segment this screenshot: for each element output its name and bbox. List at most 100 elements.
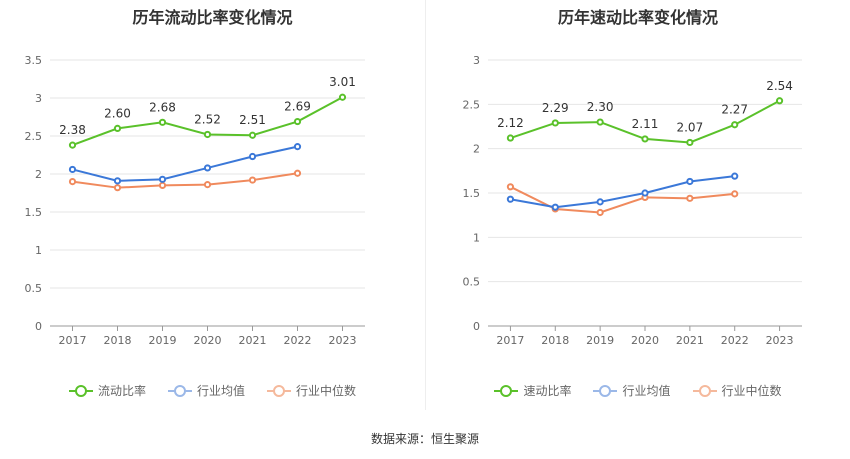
x-tick-label: 2020 [631,334,659,347]
y-tick-label: 2.5 [463,98,481,111]
y-tick-label: 1.5 [25,206,43,219]
data-label: 2.12 [497,116,524,130]
data-point[interactable] [731,121,739,129]
legend-item-quick-ratio[interactable]: 速动比率 [494,382,571,399]
x-tick-label: 2017 [496,334,524,347]
data-point[interactable] [293,143,302,151]
legend-line-icon [167,384,192,397]
data-point[interactable] [68,178,77,186]
legend-line-icon [593,384,618,397]
chart-title: 历年流动比率变化情况 [132,8,293,27]
data-label: 2.51 [239,113,266,127]
current-ratio-chart: 0 0.5 1 1.5 2 2.5 3 3.5 2017 2018 2019 2020 2021 2022… [25,54,365,347]
data-point[interactable] [596,208,604,217]
data-label: 3.01 [329,75,356,89]
data-point[interactable] [641,189,649,197]
data-point[interactable] [731,172,739,180]
data-point[interactable] [248,152,257,161]
data-label: 2.27 [721,103,748,117]
data-point[interactable] [551,119,559,127]
y-tick-label: 2 [473,143,480,156]
x-tick-label: 2018 [104,334,132,347]
x-tick-label: 2021 [239,334,267,347]
data-point[interactable] [686,177,694,186]
series-line [72,145,298,182]
data-point[interactable] [158,181,167,189]
data-point[interactable] [596,198,604,206]
data-source-note: 数据来源：恒生聚源 [370,432,479,446]
data-point[interactable] [113,184,122,192]
data-point[interactable] [506,134,515,142]
data-point[interactable] [113,124,122,132]
data-point[interactable] [203,130,212,139]
data-point[interactable] [203,181,212,189]
y-tick-label: 3 [473,54,480,67]
data-point[interactable] [68,141,77,149]
data-point[interactable] [686,138,694,147]
x-tick-label: 2021 [676,334,704,347]
y-tick-label: 1.5 [463,187,481,200]
data-point[interactable] [338,93,347,101]
data-point[interactable] [248,131,257,139]
data-point[interactable] [506,195,515,203]
data-point[interactable] [293,117,302,126]
y-tick-label: 1 [473,231,480,244]
data-point[interactable] [506,183,515,191]
legend-label: 行业均值 [622,384,671,398]
data-point[interactable] [686,194,694,202]
data-point[interactable] [203,164,212,172]
series-line [510,175,735,209]
legend-label: 行业均值 [196,384,245,398]
x-tick-label: 2017 [59,334,87,347]
data-point[interactable] [68,165,77,174]
legend-label: 行业中位数 [721,384,782,398]
chart-title: 历年速动比率变化情况 [557,8,718,27]
quick-ratio-chart: 0 0.5 1 1.5 2 2.5 3 2017 2018 2019 2020 2021 2022 202… [463,54,802,347]
data-label: 2.07 [676,120,703,134]
data-label: 2.11 [632,117,659,131]
chart-panel-current-ratio: 历年流动比率变化情况 0 0.5 1 1.5 2 2.5 3 3.5 2017 2018 2019 2… [0,0,425,410]
legend-label: 行业中位数 [296,384,357,398]
chart-panel-quick-ratio: 历年速动比率变化情况 0 0.5 1 1.5 2 2.5 3 2017 2018 2019 2020… [426,0,850,410]
data-point[interactable] [775,97,784,105]
data-point[interactable] [113,177,122,185]
data-point[interactable] [293,169,302,177]
x-tick-label: 2023 [766,334,794,347]
y-tick-label: 1 [35,244,42,257]
data-point[interactable] [158,175,167,183]
legend-item-industry-mean[interactable]: 行业均值 [593,382,671,399]
legend-line-icon [267,384,291,397]
data-point[interactable] [248,176,257,184]
legend-item-current-ratio[interactable]: 流动比率 [68,382,146,399]
x-tick-label: 2019 [149,334,177,347]
legend-line-icon [692,384,717,397]
x-tick-label: 2022 [284,334,312,347]
legend-item-industry-median[interactable]: 行业中位数 [692,382,782,399]
data-point[interactable] [731,190,739,198]
data-label: 2.69 [284,100,311,114]
y-tick-label: 0.5 [25,282,43,295]
y-tick-label: 0 [473,320,480,333]
x-tick-label: 2020 [194,334,222,347]
x-tick-label: 2022 [721,334,749,347]
y-tick-label: 3 [35,92,42,105]
x-tick-label: 2018 [541,334,569,347]
legend-label: 流动比率 [97,384,146,398]
y-tick-label: 2 [35,168,42,181]
x-tick-label: 2019 [586,334,614,347]
chart-legend: 速动比率 行业均值 行业中位数 [426,382,850,399]
data-label: 2.30 [587,100,614,114]
y-tick-label: 2.5 [25,130,43,143]
data-label: 2.52 [194,112,221,126]
data-point[interactable] [641,135,649,143]
data-label: 2.68 [149,100,176,114]
data-point[interactable] [596,118,604,126]
panel-divider [425,0,426,410]
data-point[interactable] [158,118,167,126]
legend-item-industry-median[interactable]: 行业中位数 [267,382,356,399]
series-line [72,172,298,189]
legend-item-industry-mean[interactable]: 行业均值 [167,382,245,399]
series-line [509,185,735,214]
y-tick-label: 0.5 [463,276,481,289]
data-point[interactable] [551,203,559,211]
